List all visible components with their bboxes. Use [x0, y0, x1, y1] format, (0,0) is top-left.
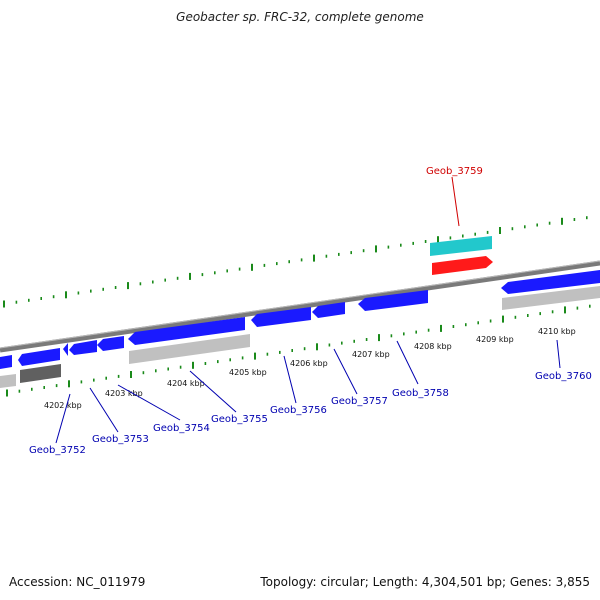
scale-label-4204: 4204 kbp: [167, 379, 205, 388]
cyan-feature[interactable]: [430, 236, 492, 256]
scale-label-4205: 4205 kbp: [229, 368, 267, 377]
gray-feature[interactable]: [0, 374, 16, 388]
gene-label-leaders: [55, 176, 561, 444]
cds-feature[interactable]: [63, 343, 68, 356]
scale-label-4210: 4210 kbp: [538, 327, 576, 336]
map-title: Geobacter sp. FRC-32, complete genome: [176, 10, 424, 24]
scale-labels: 4202 kbp 4203 kbp 4204 kbp 4205 kbp 4206…: [44, 327, 576, 410]
cds-feature[interactable]: [0, 355, 12, 369]
cds-feature[interactable]: [97, 336, 124, 351]
scale-label-4206: 4206 kbp: [290, 359, 328, 368]
gene-label-geob-3757[interactable]: Geob_3757: [331, 396, 388, 407]
cds-feature[interactable]: [128, 317, 245, 345]
backbone: [0, 260, 600, 353]
gene-feature-geob-3759[interactable]: [432, 256, 493, 275]
cds-feature[interactable]: [358, 290, 428, 311]
gene-label-geob-3754[interactable]: Geob_3754: [153, 423, 210, 434]
genome-summary-text: Topology: circular; Length: 4,304,501 bp…: [260, 575, 590, 589]
outer-tick-track: [3, 216, 588, 308]
scale-label-4208: 4208 kbp: [414, 342, 452, 351]
scale-label-4203: 4203 kbp: [105, 389, 143, 398]
gray-feature[interactable]: [129, 334, 250, 364]
inner-gray-features: [0, 286, 600, 388]
cds-feature[interactable]: [501, 270, 600, 294]
gene-label-geob-3758[interactable]: Geob_3758: [392, 388, 449, 399]
gene-label-geob-3752[interactable]: Geob_3752: [29, 445, 86, 456]
gene-label-geob-3755[interactable]: Geob_3755: [211, 414, 268, 425]
gene-label-geob-3759[interactable]: Geob_3759: [426, 166, 483, 177]
dark-gray-feature[interactable]: [20, 364, 61, 383]
gene-labels: Geob_3752 Geob_3753 Geob_3754 Geob_3755 …: [29, 166, 592, 456]
scale-label-4207: 4207 kbp: [352, 350, 390, 359]
inner-tick-track: [6, 304, 591, 397]
accession-text: Accession: NC_011979: [9, 575, 146, 589]
scale-label-4209: 4209 kbp: [476, 335, 514, 344]
gray-feature[interactable]: [502, 286, 600, 310]
cds-feature[interactable]: [312, 302, 345, 318]
gene-label-geob-3756[interactable]: Geob_3756: [270, 405, 327, 416]
cds-feature[interactable]: [18, 348, 60, 366]
cds-feature[interactable]: [251, 307, 311, 327]
scale-label-4202: 4202 kbp: [44, 401, 82, 410]
forward-strand-features: [430, 236, 493, 275]
reverse-strand-cds-features: [0, 270, 600, 369]
gene-label-geob-3760[interactable]: Geob_3760: [535, 371, 592, 382]
gene-label-geob-3753[interactable]: Geob_3753: [92, 434, 149, 445]
cds-feature[interactable]: [69, 340, 97, 355]
